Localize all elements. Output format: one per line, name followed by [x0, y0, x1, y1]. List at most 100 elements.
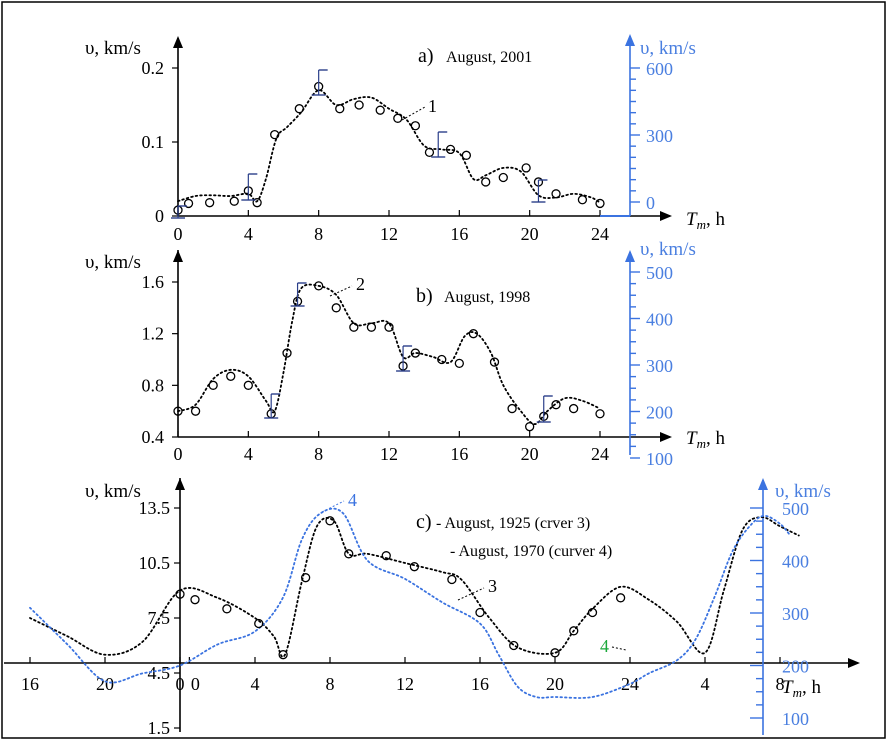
panel-c-title-letter: c): [416, 511, 432, 533]
panel-b-point-17: [468, 329, 479, 339]
panel-b-point-4: [243, 380, 253, 390]
panel-c-xlabel: Tm, h: [782, 677, 821, 700]
panel-b-point-18: [489, 357, 500, 367]
panel-b-ytick-label-3: 1.6: [142, 272, 165, 292]
panel-c-point-4: [278, 650, 288, 660]
panel-a-ylabel: υ, km/s: [85, 38, 141, 59]
panel-c-curve4-label-bottom: 4: [600, 636, 609, 656]
panel-c-xtick-label-1: 20: [96, 674, 114, 694]
panel-c-point-13: [550, 648, 560, 658]
panel-a-point-6: [270, 129, 280, 140]
panel-b-point-0: [173, 406, 183, 416]
panel-a-x-axis-arrow: [660, 211, 672, 221]
panel-b-xtick-label-5: 20: [521, 444, 539, 464]
panel-a-point-23: [595, 198, 605, 209]
panel-b-point-22: [551, 400, 561, 410]
panel-b-curve: [177, 283, 601, 426]
panel-b-point-2: [208, 380, 218, 390]
panel-c-point-16: [615, 593, 626, 603]
panel-c-xtick-label-0: 16: [21, 674, 39, 694]
panel-c-point-8: [381, 551, 391, 561]
panel-c-right-tick-label-4: 500: [782, 499, 809, 519]
panel-b-point-1: [190, 406, 201, 416]
panel-c-point-2: [222, 604, 232, 614]
panel-c-point-14: [569, 626, 579, 636]
panel-b-xlabel: Tm, h: [686, 428, 725, 451]
panel-a-y-axis-arrow: [173, 36, 183, 48]
panel-a-point-3: [229, 196, 239, 206]
panel-b-point-8: [314, 281, 324, 291]
panel-c-point-10: [447, 574, 457, 585]
panel-a-point-15: [445, 144, 456, 155]
panel-c-point-12: [509, 640, 519, 651]
panel-c-xtick-label-4: 4: [251, 674, 260, 694]
panel-a-right-tick-label-2: 600: [646, 59, 673, 79]
panel-a-point-1: [183, 198, 194, 209]
panel-a-xtick-label-4: 16: [450, 224, 468, 244]
panel-c-ytick-label-0: 1.5: [148, 718, 171, 738]
panel-c-right-ylabel: υ, km/s: [775, 481, 831, 502]
panel-c-point-6: [325, 516, 335, 526]
panel-c: 16 20 0 0 4 8 12 16 20 24 4 81.54.57.510.513.510020…: [4, 478, 860, 738]
panel-b-point-24: [595, 409, 605, 419]
panel-c-point-5: [300, 573, 311, 583]
panel-a-point-19: [521, 163, 531, 173]
panel-a-point-14: [424, 147, 435, 158]
panel-b-ylabel: υ, km/s: [85, 252, 141, 273]
panel-b-right-ylabel: υ, km/s: [640, 239, 696, 260]
panel-a-right-ylabel: υ, km/s: [640, 38, 696, 59]
panel-b-ytick-label-2: 1.2: [142, 324, 165, 344]
panel-c-point-15: [587, 607, 598, 618]
panel-c-xtick-label-10: 4: [701, 674, 710, 694]
panel-a-xtick-label-1: 4: [244, 224, 253, 244]
panel-c-curve3-label: 3: [488, 576, 497, 596]
panel-c-right-tick-label-0: 100: [782, 709, 809, 729]
panel-b-ytick-label-1: 0.8: [142, 375, 165, 395]
panel-b-point-15: [437, 354, 447, 365]
panel-a-title-letter: a): [418, 45, 434, 67]
panel-b-y-axis-arrow: [173, 250, 183, 262]
panel-b-point-6: [282, 348, 292, 358]
panel-c-x-axis-arrow: [848, 658, 860, 668]
panel-b-right-tick-label-0: 100: [646, 449, 673, 469]
panel-a-right-axis-arrow: [625, 34, 635, 46]
panel-c-y-axis-arrow: [175, 478, 185, 490]
panel-a-right-tick-label-1: 300: [646, 126, 673, 146]
panel-c-curve4-label-bottom-leader: [611, 646, 627, 651]
panel-a-ytick-label-0: 0: [155, 206, 164, 226]
panel-c-curve4-label-top: 4: [348, 490, 357, 510]
panel-b-right-tick-label-2: 300: [646, 356, 673, 376]
panel-b-right-tick-label-4: 500: [646, 263, 673, 283]
panel-b-xtick-label-2: 8: [314, 444, 323, 464]
panel-a-xlabel: Tm, h: [686, 209, 725, 232]
panel-a-title-text: August, 2001: [446, 49, 532, 66]
panel-b-point-16: [454, 358, 464, 369]
panel-c-point-11: [475, 607, 485, 618]
panel-b-x-axis-arrow: [660, 432, 672, 442]
panel-c-xtick-label-7: 16: [471, 674, 489, 694]
panel-c-ylabel: υ, km/s: [85, 481, 141, 502]
panel-a-point-16: [461, 150, 472, 160]
panel-c-ytick-label-4: 13.5: [139, 498, 171, 518]
panel-c-curve3-label-leader: [457, 587, 485, 601]
panel-a-xtick-label-0: 0: [174, 224, 183, 244]
panel-a-point-5: [252, 198, 262, 208]
panel-c-point-7: [344, 549, 354, 559]
panel-a-xtick-label-5: 20: [521, 224, 539, 244]
panel-c-title-line2: - August, 1970 (curver 4): [450, 543, 612, 560]
panel-c-xtick-label-2: 0: [176, 674, 185, 694]
panel-b-point-11: [366, 322, 377, 332]
panel-b-point-9: [331, 303, 341, 313]
panel-b-xtick-label-4: 16: [450, 444, 468, 464]
panel-a-point-2: [204, 198, 215, 208]
panel-a-ytick-label-1: 0.1: [142, 132, 165, 152]
panel-a-curve: [177, 89, 601, 204]
panel-b-point-20: [525, 422, 535, 432]
panel-b-xtick-label-6: 24: [591, 444, 609, 464]
panel-b-point-23: [568, 403, 579, 414]
panel-a-point-12: [393, 113, 403, 123]
panel-a-point-7: [294, 104, 304, 114]
panel-a-point-18: [498, 172, 508, 183]
